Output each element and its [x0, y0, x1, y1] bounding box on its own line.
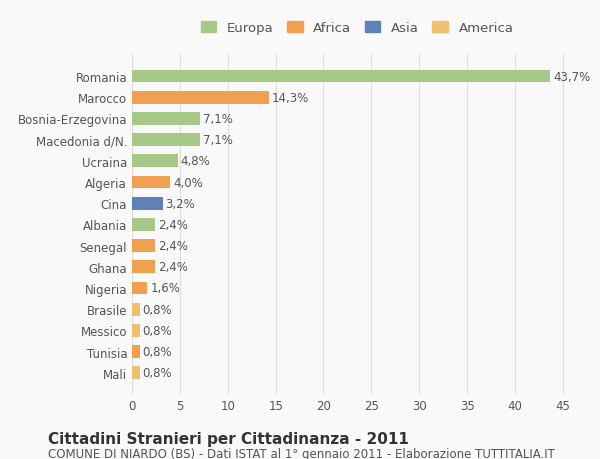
Text: 4,8%: 4,8% — [181, 155, 211, 168]
Bar — [132, 282, 148, 295]
Text: 0,8%: 0,8% — [143, 303, 172, 316]
Text: 2,4%: 2,4% — [158, 240, 188, 252]
Bar — [132, 92, 269, 104]
Bar — [132, 176, 170, 189]
Text: 3,2%: 3,2% — [166, 197, 195, 210]
Text: 0,8%: 0,8% — [143, 324, 172, 337]
Bar — [132, 71, 550, 83]
Text: 14,3%: 14,3% — [272, 91, 309, 105]
Bar — [132, 303, 140, 316]
Bar — [132, 367, 140, 379]
Text: 0,8%: 0,8% — [143, 345, 172, 358]
Bar — [132, 197, 163, 210]
Text: 2,4%: 2,4% — [158, 218, 188, 231]
Text: 4,0%: 4,0% — [173, 176, 203, 189]
Legend: Europa, Africa, Asia, America: Europa, Africa, Asia, America — [197, 17, 517, 39]
Bar — [132, 240, 155, 252]
Text: 0,8%: 0,8% — [143, 366, 172, 380]
Text: Cittadini Stranieri per Cittadinanza - 2011: Cittadini Stranieri per Cittadinanza - 2… — [48, 431, 409, 447]
Text: 2,4%: 2,4% — [158, 261, 188, 274]
Bar — [132, 113, 200, 125]
Bar — [132, 134, 200, 147]
Bar — [132, 346, 140, 358]
Bar — [132, 155, 178, 168]
Bar — [132, 261, 155, 274]
Text: 43,7%: 43,7% — [553, 70, 590, 84]
Text: COMUNE DI NIARDO (BS) - Dati ISTAT al 1° gennaio 2011 - Elaborazione TUTTITALIA.: COMUNE DI NIARDO (BS) - Dati ISTAT al 1°… — [48, 448, 555, 459]
Text: 7,1%: 7,1% — [203, 134, 233, 147]
Bar — [132, 325, 140, 337]
Text: 1,6%: 1,6% — [150, 282, 180, 295]
Text: 7,1%: 7,1% — [203, 112, 233, 126]
Bar — [132, 218, 155, 231]
